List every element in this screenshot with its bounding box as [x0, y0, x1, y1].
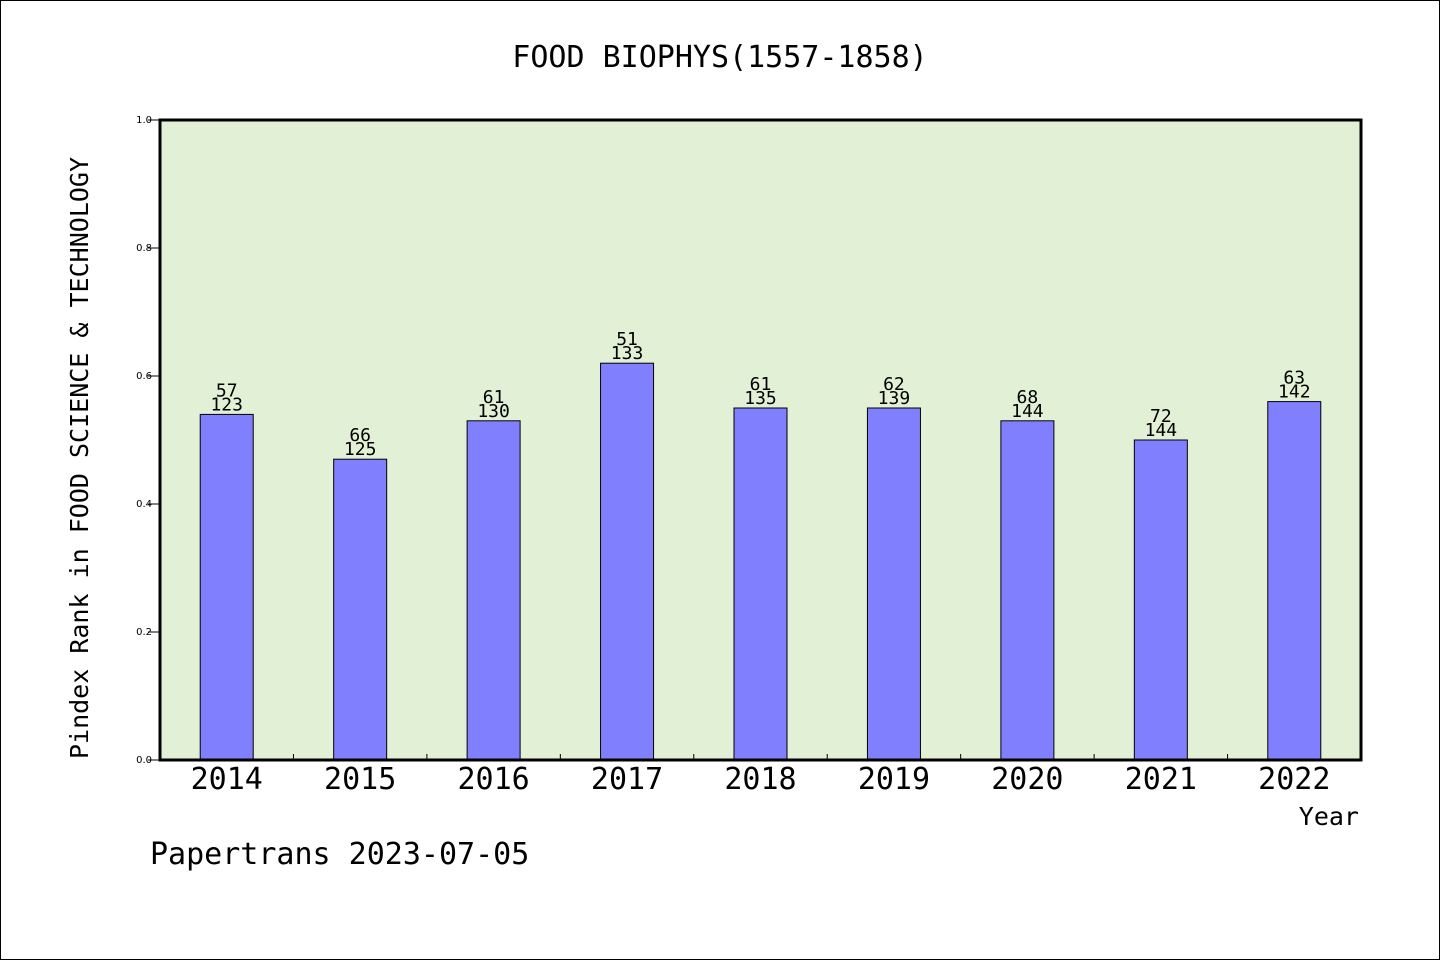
bar-2021 [1133, 439, 1188, 761]
bar-2014 [199, 413, 254, 761]
bar-rank-label: 51 [616, 329, 638, 350]
y-axis-label: Pindex Rank in FOOD SCIENCE & TECHNOLOGY [65, 157, 94, 759]
x-tick-label: 2018 [724, 762, 796, 797]
bar-2018 [733, 407, 788, 761]
bar-rank-label: 62 [883, 374, 905, 395]
bar-total-label: 144 [1145, 420, 1178, 441]
bar-rank-label: 72 [1150, 406, 1172, 427]
y-tick-label: 0.4 [136, 499, 152, 510]
x-tick-label: 2021 [1125, 762, 1197, 797]
bar-2022 [1267, 401, 1322, 761]
x-tick-label: 2020 [991, 762, 1063, 797]
bar-total-label: 130 [477, 401, 510, 422]
bar-total-label: 144 [1011, 401, 1044, 422]
bar-rank-label: 61 [483, 387, 505, 408]
x-axis-label: Year [1299, 802, 1359, 831]
footer-credit: Papertrans 2023-07-05 [150, 837, 529, 872]
y-tick-label: 1.0 [136, 115, 152, 126]
plot-border [158, 118, 1363, 762]
y-tick-label: 0.0 [136, 755, 152, 766]
y-tick-label: 0.6 [136, 371, 152, 382]
bar-rank-label: 61 [750, 374, 772, 395]
x-tick-label: 2016 [457, 762, 529, 797]
bar-total-label: 133 [611, 343, 644, 364]
bar-rank-label: 66 [349, 425, 371, 446]
bar-2017 [600, 362, 655, 761]
y-axis-ticks: 0.0 0.2 0.4 0.6 0.8 1.0 [136, 115, 160, 766]
bar-rank-label: 63 [1283, 368, 1305, 389]
bar-total-label: 125 [344, 439, 377, 460]
x-tick-label: 2019 [858, 762, 930, 797]
x-tick-label: 2014 [191, 762, 263, 797]
bar-2015 [333, 458, 388, 761]
x-tick-label: 2017 [591, 762, 663, 797]
chart-title: FOOD BIOPHYS(1557-1858) [512, 40, 927, 75]
bar-2019 [866, 407, 921, 761]
bar-rank-label: 57 [216, 380, 238, 401]
bar-total-label: 142 [1278, 382, 1311, 403]
bar-2020 [1000, 420, 1055, 761]
bar-2016 [466, 420, 521, 761]
y-tick-label: 0.2 [136, 627, 152, 638]
bar-total-label: 135 [744, 388, 777, 409]
x-tick-label: 2022 [1258, 762, 1330, 797]
x-tick-label: 2015 [324, 762, 396, 797]
y-tick-label: 0.8 [136, 243, 152, 254]
bar-total-label: 139 [878, 388, 911, 409]
bar-total-label: 123 [210, 394, 243, 415]
x-axis-ticks: 2014 2015 2016 2017 2018 2019 2020 2021 2022 [191, 754, 1330, 797]
bar-rank-label: 68 [1017, 387, 1039, 408]
bars [199, 362, 1322, 761]
